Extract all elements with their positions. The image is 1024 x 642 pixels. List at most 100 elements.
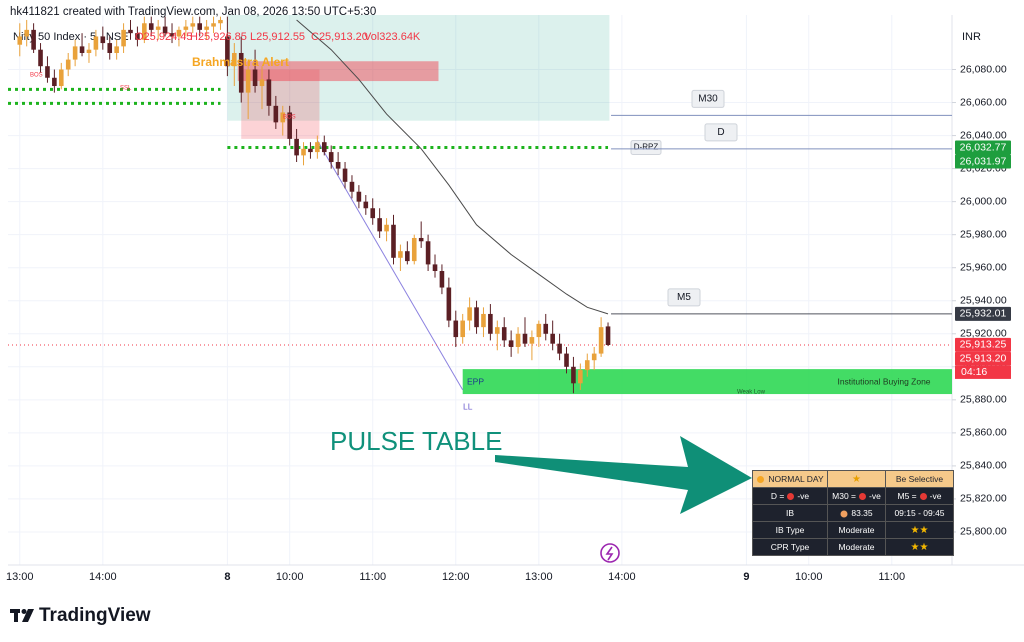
candle-body — [259, 79, 265, 87]
x-tick-label: 14:00 — [608, 571, 636, 583]
candle-body — [529, 337, 535, 344]
y-tick-label: 25,840.00 — [960, 460, 1007, 472]
candle-body — [38, 49, 43, 67]
candle-body — [176, 29, 182, 37]
y-tick-label: 25,800.00 — [960, 526, 1007, 538]
x-tick-label: 13:00 — [6, 571, 34, 583]
level-tag-label: D-RPZ — [634, 143, 659, 152]
candle-body — [301, 148, 306, 156]
candle-body — [155, 26, 161, 30]
candle-body — [425, 241, 431, 265]
candle-body — [232, 52, 237, 67]
logo-part — [14, 609, 18, 622]
annotation-label: Institutional Buying Zone — [837, 376, 930, 386]
candle-body — [148, 23, 154, 30]
table-cell: 09:15 - 09:45 — [885, 504, 954, 522]
x-tick-label: 13:00 — [525, 571, 553, 583]
back-layer — [8, 15, 952, 565]
candle-body — [481, 313, 486, 328]
pulse-table: NORMAL DAY ★ Be Selective D = -ve M30 = -v… — [752, 470, 954, 556]
table-text: -ve — [869, 491, 881, 501]
table-row: IB Type Moderate ★★ — [752, 521, 954, 539]
candle-body — [522, 333, 528, 344]
table-row: IB 83.35 09:15 - 09:45 — [752, 504, 954, 522]
candle-body — [100, 36, 106, 44]
candle-body — [273, 105, 279, 123]
y-tick-label: 25,820.00 — [960, 493, 1007, 505]
candle-body — [467, 307, 472, 321]
table-cell: ★★ — [885, 538, 954, 556]
table-row: D = -ve M30 = -ve M5 = -ve — [752, 487, 954, 505]
zone — [227, 15, 610, 121]
annotation-label: BOS — [30, 73, 43, 79]
candle-body — [564, 353, 569, 367]
table-row: CPR Type Moderate ★★ — [752, 538, 954, 556]
table-cell: M30 = -ve — [827, 487, 886, 505]
y-tick-label: 25,860.00 — [960, 427, 1007, 439]
candle-body — [86, 49, 92, 53]
candle-body — [107, 43, 113, 53]
trendline — [316, 140, 464, 391]
candle-body — [321, 142, 327, 153]
candle-body — [238, 52, 244, 93]
legend-value: L25,912.55 — [250, 31, 305, 43]
table-text: Moderate — [838, 525, 875, 535]
candle-body — [266, 79, 272, 106]
candle-body — [24, 29, 29, 37]
candle-body — [245, 69, 251, 93]
candle-body — [508, 340, 514, 347]
candle-body — [446, 287, 452, 321]
candle-body — [183, 26, 189, 30]
candle-body — [128, 29, 133, 34]
table-cell: Moderate — [827, 521, 886, 539]
candle-body — [72, 46, 78, 60]
candle-body — [142, 23, 147, 40]
zone — [462, 369, 952, 395]
table-text: D = — [770, 491, 785, 501]
candle-body — [418, 237, 424, 242]
table-text: ★★ — [910, 541, 929, 553]
annotation-label: EPP — [467, 376, 484, 386]
countdown: 04:16 — [961, 366, 987, 378]
price-label-box — [955, 154, 1011, 169]
legend-value: Vol323.64K — [364, 31, 421, 43]
table-text: 83.35 — [851, 508, 873, 518]
candle-body — [453, 320, 459, 338]
candle-body — [398, 251, 403, 258]
y-tick-label: 25,980.00 — [960, 228, 1007, 240]
level-tag-label: M5 — [677, 292, 691, 303]
table-cell: D = -ve — [752, 487, 828, 505]
candle-body — [211, 23, 216, 27]
candle-body — [169, 33, 175, 37]
candle-body — [135, 33, 140, 40]
candle-body — [474, 307, 479, 328]
legend-value: C25,913.20 — [311, 31, 368, 43]
logo-part — [22, 609, 34, 622]
candle-body — [515, 333, 521, 347]
x-tick-label: 12:00 — [442, 571, 470, 583]
table-cell: M5 = -ve — [885, 487, 954, 505]
candle-body — [328, 152, 334, 162]
price-label-box — [955, 337, 1011, 352]
table-text: -ve — [797, 491, 810, 501]
candle-body — [45, 66, 50, 78]
candle-body — [405, 251, 410, 262]
price-label: 25,913.20 — [960, 353, 1007, 365]
candle-body — [190, 23, 196, 27]
x-tick-label: 10:00 — [795, 571, 823, 583]
level-tag — [667, 288, 701, 307]
currency: INR — [962, 31, 981, 43]
x-tick-label: 9 — [743, 571, 749, 583]
candle-body — [356, 191, 362, 202]
candle-body — [218, 19, 223, 24]
price-label: 25,932.01 — [960, 308, 1007, 320]
y-tick-label: 25,880.00 — [960, 394, 1007, 406]
candle-body — [578, 370, 583, 384]
y-tick-label: 25,920.00 — [960, 328, 1007, 340]
level-tag — [630, 140, 662, 156]
candle-body — [225, 36, 230, 67]
candle-body — [308, 148, 313, 153]
candle-body — [363, 201, 369, 209]
annotation-label: Weak Low — [737, 390, 766, 396]
candle-body — [598, 327, 604, 354]
